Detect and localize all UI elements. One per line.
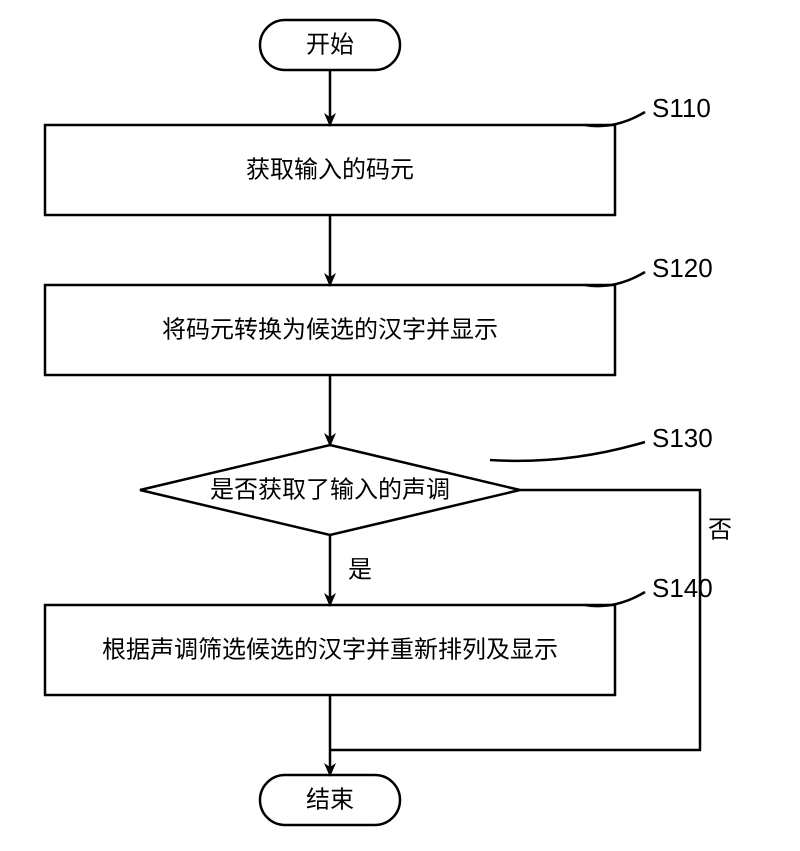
node-s120-text: 将码元转换为候选的汉字并显示 — [162, 317, 498, 344]
node-end: 结束 — [260, 775, 400, 825]
step-label-s110: S110 — [652, 93, 711, 123]
step-label-s130: S130 — [652, 423, 713, 453]
edge-label-是: 是 — [348, 557, 372, 584]
node-s130-text: 是否获取了输入的声调 — [210, 477, 450, 504]
node-s140: 根据声调筛选候选的汉字并重新排列及显示 — [45, 605, 615, 695]
node-s130: 是否获取了输入的声调 — [140, 445, 520, 535]
flowchart: 是 否 开始获取输入的码元将码元转换为候选的汉字并显示是否获取了输入的声调根据声调… — [0, 0, 800, 851]
node-s110: 获取输入的码元 — [45, 125, 615, 215]
edge-s130-end_merge — [330, 490, 700, 750]
node-start-text: 开始 — [306, 32, 354, 59]
step-label-s140: S140 — [652, 573, 713, 603]
node-start: 开始 — [260, 20, 400, 70]
node-end-text: 结束 — [306, 787, 354, 814]
edge-label-否: 否 — [708, 517, 732, 544]
node-s110-text: 获取输入的码元 — [246, 157, 414, 184]
leader-s130 — [490, 442, 645, 461]
node-s140-text: 根据声调筛选候选的汉字并重新排列及显示 — [102, 637, 558, 664]
node-s120: 将码元转换为候选的汉字并显示 — [45, 285, 615, 375]
step-label-s120: S120 — [652, 253, 713, 283]
